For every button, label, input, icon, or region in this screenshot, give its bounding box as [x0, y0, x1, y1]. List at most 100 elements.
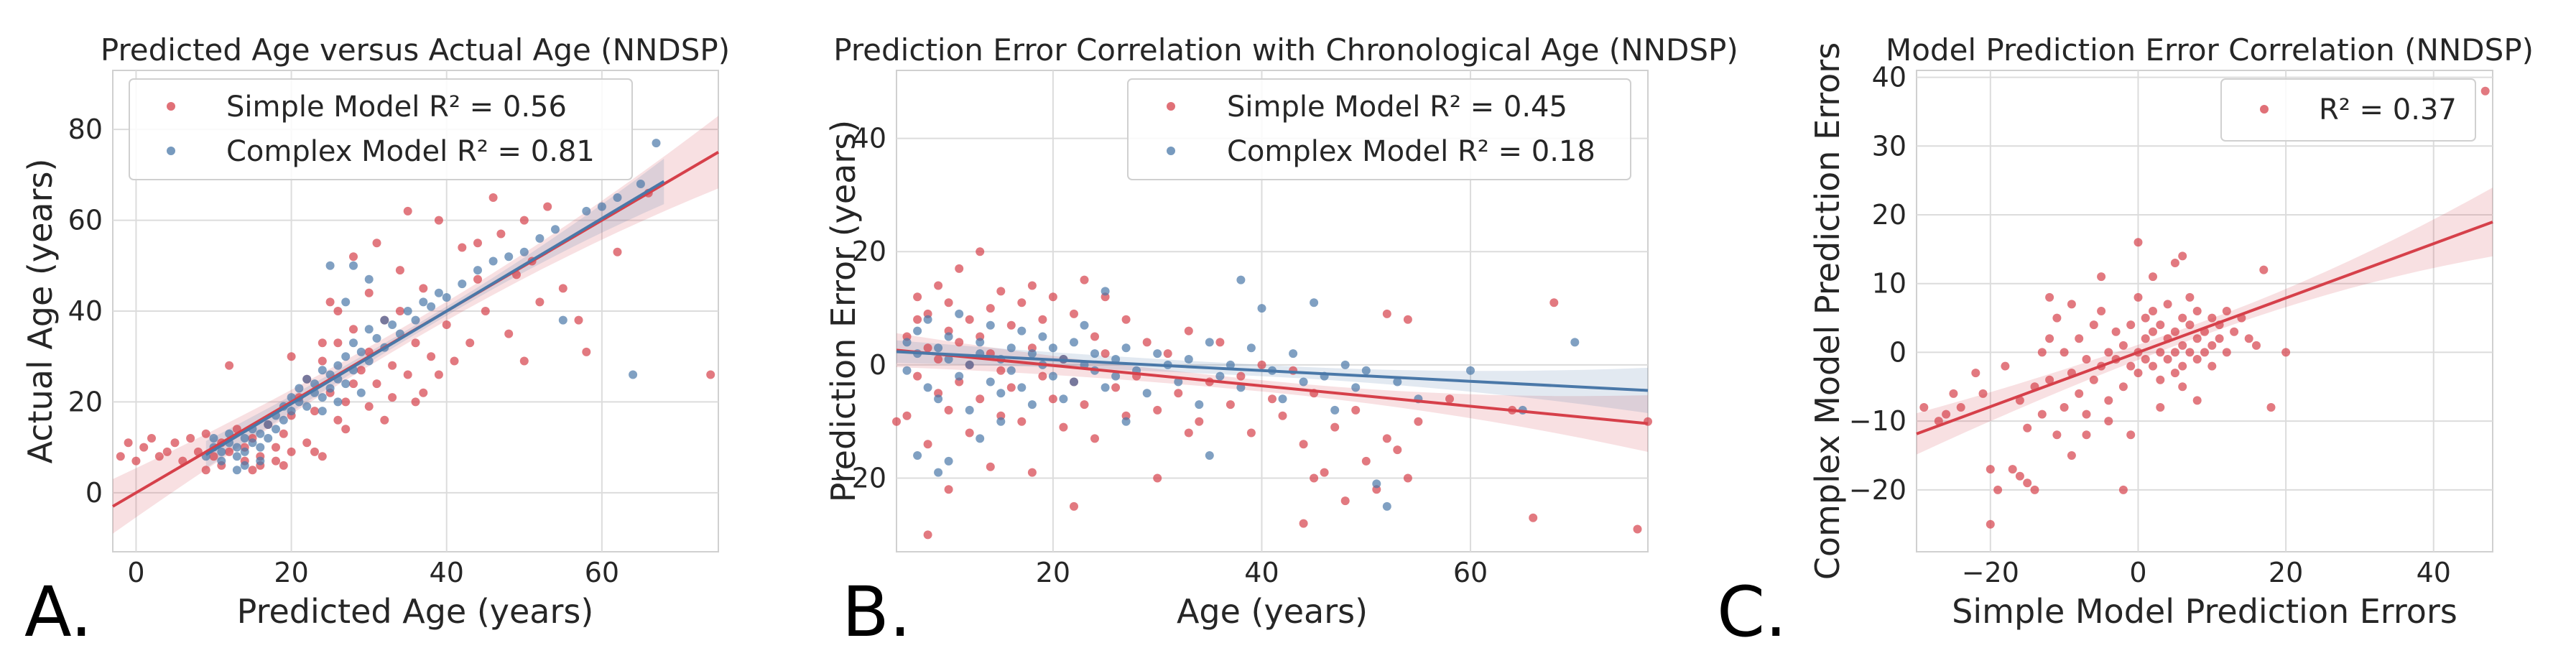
panel-a-point-simple	[170, 438, 180, 448]
panel-c-point-simple	[2067, 300, 2076, 309]
panel-b-point-complex	[1006, 343, 1016, 353]
panel-b-fit-line-simple	[896, 348, 1649, 425]
panel-a-point-complex	[442, 293, 451, 302]
panel-a-point-complex	[232, 452, 241, 461]
panel-b-point-complex	[913, 326, 922, 336]
panel-a-point-simple	[613, 247, 622, 256]
panel-b-point-complex	[923, 315, 932, 324]
panel-a-x-axis-label: Predicted Age (years)	[237, 592, 594, 631]
panel-b-y-ticks: −20 0 20 40	[829, 123, 886, 494]
panel-a-ci-band-complex	[205, 158, 664, 468]
panel-b-point-simple	[1111, 383, 1121, 392]
panel-b-point-simple	[1549, 298, 1559, 307]
panel-a-point-simple	[380, 415, 389, 425]
panel-c-point-simple	[2126, 361, 2136, 371]
panel-b-point-simple	[1299, 440, 1308, 449]
panel-c-point-simple	[2163, 355, 2172, 364]
panel-b-point-simple	[934, 355, 943, 364]
panel-b-point-complex	[944, 456, 953, 466]
panel-c-y-tick-label: 0	[1889, 336, 1906, 368]
panel-a-point-simple	[209, 452, 218, 461]
panel-a-point-simple	[302, 438, 312, 448]
panel-a-point-simple	[318, 356, 327, 366]
panel-a-point-complex	[209, 434, 218, 443]
panel-c-point-simple	[2149, 272, 2157, 282]
panel-b-point-complex	[1330, 405, 1340, 415]
panel-a-point-simple	[248, 466, 257, 475]
panel-c-point-simple	[2480, 86, 2490, 96]
panel-a-point-simple	[473, 274, 482, 284]
panel-b-point-complex	[996, 417, 1006, 426]
panel-a-point-simple	[131, 456, 141, 466]
panel-c-point-simple	[1986, 465, 1995, 474]
panel-c-x-tick-label: 0	[2129, 557, 2146, 588]
panel-b-point-simple	[1184, 428, 1193, 438]
panel-c-point-simple	[2266, 403, 2276, 412]
panel-b-y-tick-label: 40	[852, 123, 886, 154]
panel-a-point-complex	[333, 397, 343, 407]
panel-a-point-complex	[318, 407, 327, 416]
panel-b-point-complex	[986, 320, 995, 330]
panel-a-point-simple	[535, 297, 545, 307]
panel-b-letter: B.	[842, 572, 911, 652]
panel-a-point-complex	[333, 361, 343, 370]
panel-b-point-complex	[934, 343, 943, 353]
panel-c-ci-band-simple	[1917, 188, 2493, 455]
panel-b-point-simple	[1226, 400, 1235, 410]
panel-b-point-simple	[986, 462, 995, 471]
panel-b-point-complex	[1101, 287, 1110, 296]
panel-a-legend-label-complex: Complex Model R² = 0.81	[226, 135, 595, 168]
panel-a-point-simple	[519, 356, 529, 366]
panel-a-letter: A.	[24, 572, 93, 652]
panel-a-point-complex	[551, 225, 560, 234]
panel-a-point-simple	[333, 338, 343, 348]
panel-b-point-simple	[1414, 417, 1423, 426]
panel-b-point-simple	[1038, 371, 1047, 381]
panel-c-point-simple	[2067, 451, 2076, 460]
panel-a-point-simple	[372, 379, 381, 389]
panel-b-point-complex	[965, 360, 974, 369]
panel-a-point-simple	[481, 307, 490, 315]
panel-b-point-simple	[1257, 360, 1266, 369]
panel-b-point-simple	[1080, 275, 1089, 285]
panel-b-y-tick-label: −20	[829, 463, 886, 494]
panel-a-point-complex	[295, 384, 304, 393]
panel-c-point-simple	[2015, 471, 2024, 481]
panel-c-y-ticks: −20 −10 0 10 20 30 40	[1849, 62, 1906, 506]
panel-b-point-complex	[1372, 479, 1381, 489]
panel-b-point-complex	[902, 338, 912, 347]
panel-a-point-simple	[419, 388, 428, 397]
panel-a-point-simple	[574, 315, 583, 325]
panel-a-point-simple	[279, 461, 288, 470]
panel-b-point-simple	[923, 530, 932, 540]
panel-a-point-complex	[325, 261, 335, 270]
panel-b-point-simple	[965, 315, 974, 324]
panel-c-point-simple	[2178, 361, 2187, 371]
panel-b-point-simple	[1048, 292, 1057, 302]
panel-c-point-simple	[2163, 300, 2172, 309]
panel-c-point-simple	[2097, 307, 2106, 315]
panel-b-point-complex	[1184, 355, 1193, 364]
panel-b-point-simple	[923, 343, 932, 353]
panel-a-point-complex	[287, 407, 296, 416]
panel-b-y-tick-label: 0	[869, 349, 886, 381]
panel-b-point-simple	[923, 440, 932, 449]
panel-c-point-simple	[2141, 355, 2150, 364]
panel-b-points-simple	[892, 247, 1652, 540]
panel-c-point-simple	[1986, 519, 1995, 529]
panel-a-point-simple	[287, 352, 296, 361]
panel-a-point-simple	[519, 216, 529, 225]
panel-c-point-simple	[2052, 430, 2062, 440]
panel-b-point-complex	[913, 451, 922, 460]
panel-b-point-simple	[1195, 417, 1204, 426]
panel-b-point-complex	[1382, 501, 1391, 511]
panel-a-point-simple	[310, 407, 319, 416]
panel-b-legend-marker-simple	[1167, 102, 1175, 111]
panel-b-point-simple	[1174, 389, 1183, 398]
panel-a-y-tick-label: 80	[68, 114, 103, 145]
panel-b-point-complex	[1142, 389, 1152, 398]
panel-a-points-complex	[201, 139, 661, 475]
panel-b-point-complex	[1059, 394, 1068, 404]
panel-c-y-axis-label: Complex Model Prediction Errors	[1808, 42, 1847, 580]
panel-b-point-complex	[1111, 371, 1121, 381]
